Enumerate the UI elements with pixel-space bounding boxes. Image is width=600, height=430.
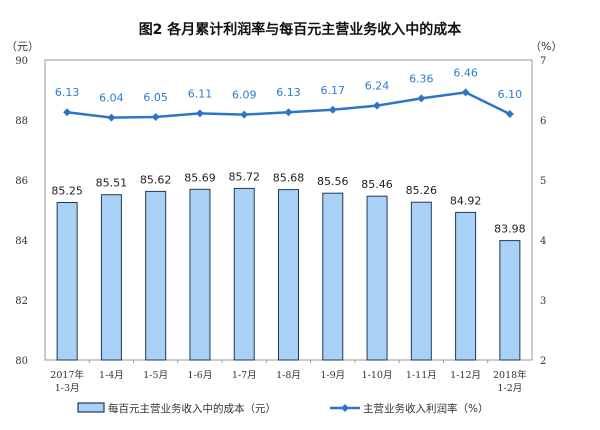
line-data-label: 6.11 [188,87,213,100]
x-tick-label: 2018年 [493,369,527,381]
line-data-label: 6.46 [453,66,478,79]
x-tick-label: 1-2月 [497,383,522,394]
bar [145,190,167,361]
bar-data-label: 85.26 [406,184,438,197]
x-tick-label: 1-5月 [143,370,168,381]
bar [100,194,122,361]
right-tick-label: 3 [540,296,546,307]
line-data-label: 6.09 [232,89,257,102]
line-data-label: 6.24 [365,80,390,93]
left-axis-unit: （元） [6,40,39,53]
x-tick-label: 1-3月 [55,383,80,394]
right-tick-label: 2 [540,356,546,367]
bar-data-label: 85.72 [228,170,260,183]
line-data-label: 6.04 [99,92,124,105]
bar-data-label: 85.56 [317,175,349,188]
x-tick-label: 1-10月 [362,370,393,381]
bar [189,188,211,361]
bar-data-label: 85.46 [361,178,393,191]
left-tick-label: 84 [15,236,28,247]
line-data-label: 6.36 [409,72,434,85]
left-tick-label: 90 [15,56,28,67]
line-point [284,108,293,117]
left-tick-label: 86 [15,176,28,187]
bar [410,201,432,361]
bar [56,202,78,361]
bar-data-label: 84.92 [450,194,482,207]
line-point [240,110,249,119]
bar [322,192,344,361]
line-point [461,88,470,97]
legend-bar-swatch [77,402,105,413]
x-tick-label: 1-6月 [188,370,213,381]
line-data-label: 6.13 [55,86,80,99]
line-point [151,113,160,121]
bar-data-label: 85.69 [184,171,216,184]
bar [499,240,521,361]
line-data-label: 6.10 [498,88,523,101]
line-data-label: 6.13 [276,86,301,99]
line-data-label: 6.05 [143,91,168,104]
line-point [107,113,116,122]
bar [366,195,388,361]
left-tick-label: 82 [15,296,28,307]
right-tick-label: 7 [540,56,546,67]
bar [455,211,477,361]
bar-data-label: 85.62 [140,173,172,186]
x-tick-label: 1-7月 [232,370,257,381]
x-tick-label: 1-12月 [450,370,481,381]
bar [278,189,299,361]
legend-line-label: 主营业务收入利润率（%） [363,402,488,415]
x-tick-label: 1-4月 [99,370,124,381]
right-tick-label: 6 [540,116,546,127]
chart-title: 图2 各月累计利润率与每百元主营业务收入中的成本 [139,21,463,38]
line-point [373,101,382,110]
line-point [63,108,72,117]
x-tick-label: 1-11月 [406,370,437,381]
legend-bar-label: 每百元主营业务收入中的成本（元） [108,402,276,415]
bar [233,187,255,361]
legend-line-marker [341,404,349,412]
line-point [328,105,337,114]
line-point [417,94,426,103]
line-point [195,109,204,118]
left-tick-label: 80 [15,356,28,367]
left-tick-label: 88 [15,116,28,127]
bar-data-label: 85.68 [273,172,305,185]
bar-data-label: 85.51 [96,177,128,190]
right-tick-label: 4 [540,236,546,247]
right-tick-label: 5 [540,176,546,187]
bar-data-label: 83.98 [494,223,526,236]
x-tick-label: 1-8月 [276,370,301,381]
line-point [505,110,514,118]
x-tick-label: 2017年 [50,369,84,381]
x-tick-label: 1-9月 [320,370,345,381]
bar-data-label: 85.25 [51,185,83,198]
right-axis-unit: （%） [530,40,562,53]
line-data-label: 6.17 [321,84,346,97]
